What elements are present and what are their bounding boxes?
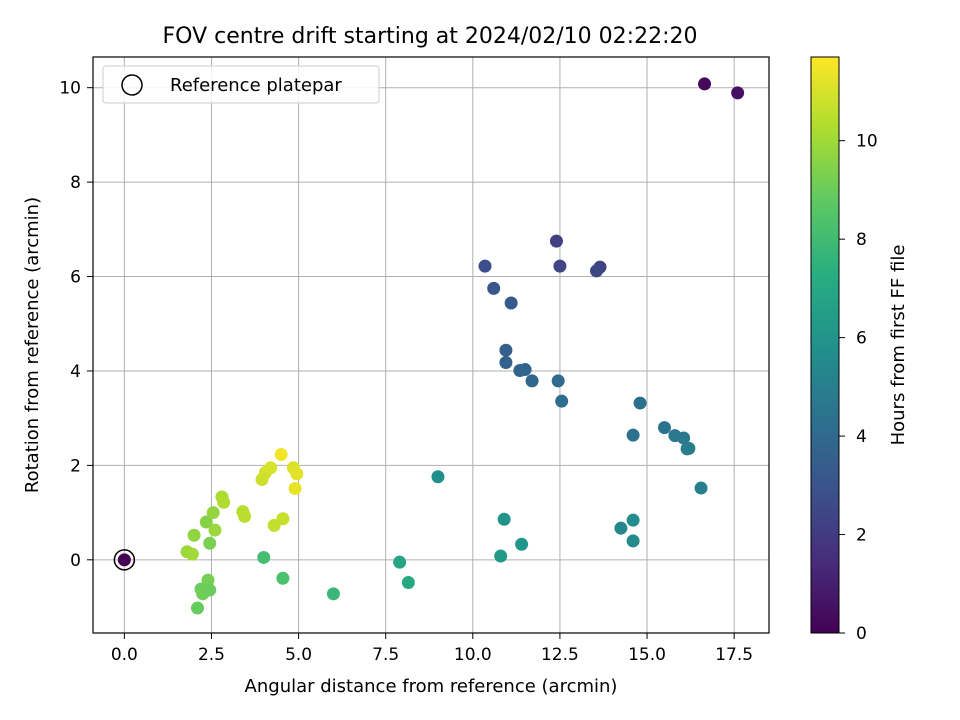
data-point (276, 512, 290, 526)
data-point (698, 77, 712, 91)
y-tick-label: 8 (70, 173, 81, 193)
y-axis-label: Rotation from reference (arcmin) (22, 197, 43, 493)
data-point (208, 523, 222, 537)
x-tick-label: 12.5 (541, 645, 579, 665)
data-point (191, 601, 205, 615)
colorbar-gradient (810, 56, 840, 634)
y-tick-label: 4 (70, 362, 81, 382)
y-tick-label: 10 (59, 79, 81, 99)
x-axis-label: Angular distance from reference (arcmin) (245, 676, 618, 697)
x-tick-label: 15.0 (628, 645, 666, 665)
colorbar-tick-label: 6 (856, 329, 867, 349)
data-points (113, 77, 745, 615)
data-point (201, 573, 215, 587)
data-point (499, 355, 513, 369)
x-tick-label: 17.5 (715, 645, 753, 665)
colorbar-tick-label: 2 (856, 526, 867, 546)
legend-label: Reference platepar (170, 75, 342, 96)
data-point (185, 547, 199, 561)
colorbar-tick-label: 10 (856, 132, 878, 152)
data-point (257, 550, 271, 564)
data-point (731, 86, 745, 100)
data-point (401, 575, 415, 589)
data-point (393, 555, 407, 569)
data-point (499, 343, 513, 357)
reference-data-point (117, 553, 131, 567)
data-point (497, 512, 511, 526)
x-axis-ticks: 0.0 2.5 5.0 7.5 10.0 12.5 15.0 17.5 (111, 633, 753, 665)
x-tick-label: 2.5 (198, 645, 225, 665)
data-point (206, 506, 220, 520)
legend: Reference platepar (102, 65, 380, 104)
data-point (203, 536, 217, 550)
data-point (633, 396, 647, 410)
reference-platepar-marker (113, 549, 136, 571)
data-point (682, 441, 696, 455)
data-point (276, 571, 290, 585)
data-point (487, 281, 501, 295)
data-point (187, 528, 201, 542)
grid-lines (93, 57, 769, 633)
data-point (515, 537, 529, 551)
data-point (518, 363, 532, 377)
data-point (274, 448, 288, 462)
data-point (677, 431, 691, 445)
x-tick-label: 0.0 (111, 645, 138, 665)
data-point (288, 482, 302, 496)
data-point (478, 259, 492, 273)
colorbar-label: Hours from first FF file (888, 245, 909, 446)
data-point (326, 587, 340, 601)
legend-marker-icon (121, 74, 143, 96)
data-point (694, 481, 708, 495)
colorbar-tick-label: 0 (856, 624, 867, 644)
x-tick-label: 7.5 (372, 645, 399, 665)
data-point (494, 549, 508, 563)
data-point (549, 234, 563, 248)
data-point (504, 296, 518, 310)
data-point (555, 394, 569, 408)
data-point (290, 467, 304, 481)
data-point (626, 513, 640, 527)
colorbar-ticks: 0 2 4 6 8 10 (839, 132, 878, 644)
x-tick-label: 5.0 (285, 645, 312, 665)
y-tick-label: 0 (70, 551, 81, 571)
y-tick-label: 2 (70, 456, 81, 476)
data-point (203, 583, 217, 597)
data-point (626, 428, 640, 442)
data-point (614, 521, 628, 535)
data-point (431, 470, 445, 484)
legend-box (102, 65, 380, 104)
x-tick-label: 10.0 (454, 645, 492, 665)
colorbar: 0 2 4 6 8 10 Hours from first FF file (810, 56, 909, 644)
data-point (264, 461, 278, 475)
data-point (238, 509, 252, 523)
colorbar-tick-label: 8 (856, 230, 867, 250)
data-point (551, 374, 565, 388)
chart-title: FOV centre drift starting at 2024/02/10 … (163, 24, 698, 49)
y-axis-ticks: 0 2 4 6 8 10 (59, 79, 93, 571)
plot-frame (92, 56, 770, 634)
data-point (657, 421, 671, 435)
data-point (590, 264, 604, 278)
data-point (199, 515, 213, 529)
data-point (553, 259, 567, 273)
data-point (525, 374, 539, 388)
data-point (626, 534, 640, 548)
data-point (217, 495, 231, 509)
y-tick-label: 6 (70, 268, 81, 288)
colorbar-tick-label: 4 (856, 427, 867, 447)
